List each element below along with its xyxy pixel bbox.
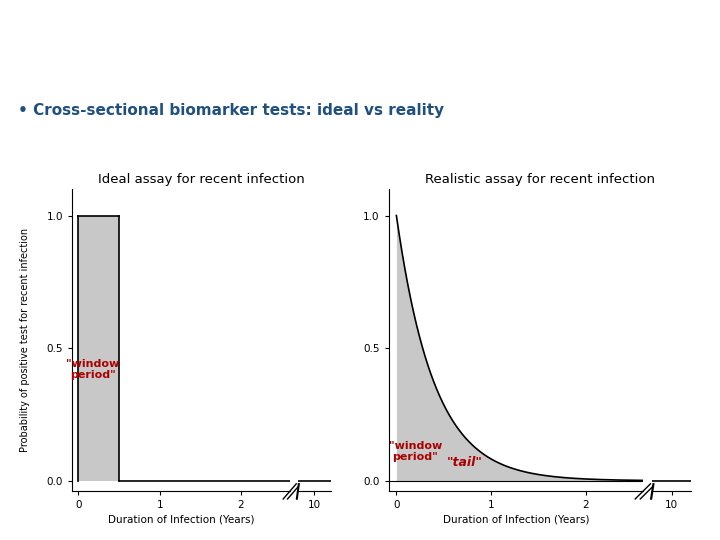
Text: Challenges with Incidence Estimates: Challenges with Incidence Estimates [18,34,506,58]
Text: • Cross-sectional biomarker tests: ideal vs reality: • Cross-sectional biomarker tests: ideal… [18,103,444,118]
Text: Ideal assay for recent infection: Ideal assay for recent infection [98,173,305,186]
Text: "window
period": "window period" [389,441,442,462]
Text: "tail": "tail" [446,456,482,469]
Text: Probability of positive test for recent infection: Probability of positive test for recent … [20,228,30,453]
Text: "window
period": "window period" [66,359,120,380]
X-axis label: Duration of Infection (Years): Duration of Infection (Years) [443,515,589,524]
Text: Realistic assay for recent infection: Realistic assay for recent infection [425,173,655,186]
X-axis label: Duration of Infection (Years): Duration of Infection (Years) [107,515,254,524]
